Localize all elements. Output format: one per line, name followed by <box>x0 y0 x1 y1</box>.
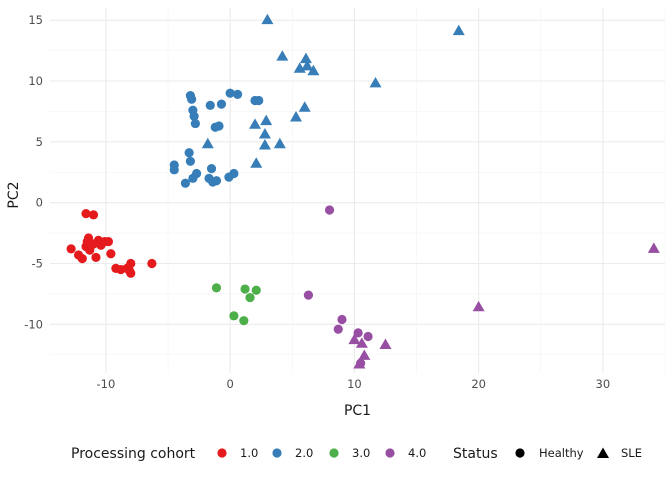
x-tick-label: -10 <box>97 377 116 391</box>
data-point-sle <box>298 101 311 112</box>
shape-legend-title: Status <box>453 446 498 462</box>
data-points <box>66 13 660 369</box>
legend: Processing cohort 1.0 2.0 3.0 4.0 Status He… <box>71 446 642 462</box>
data-point-healthy <box>353 328 363 338</box>
data-point-healthy <box>77 254 87 264</box>
y-tick-labels: -10 -5 0 5 10 15 <box>24 13 43 331</box>
legend-label-cohort: 3.0 <box>352 446 370 460</box>
data-point-healthy <box>185 156 195 166</box>
legend-label-cohort: 2.0 <box>295 446 313 460</box>
data-point-sle <box>353 358 366 369</box>
data-point-sle <box>250 157 263 168</box>
data-point-healthy <box>240 284 250 294</box>
data-point-sle <box>201 137 214 149</box>
data-point-healthy <box>88 210 99 220</box>
data-point-healthy <box>254 95 264 106</box>
data-point-sle <box>290 111 302 122</box>
data-point-sle <box>258 139 271 150</box>
x-axis-title: PC1 <box>344 403 371 419</box>
data-point-healthy <box>303 290 314 300</box>
data-point-healthy <box>233 89 243 99</box>
x-tick-labels: -10 0 10 20 30 <box>97 377 611 391</box>
data-point-healthy <box>205 100 215 110</box>
data-point-sle <box>647 242 660 253</box>
y-tick-label: -5 <box>32 257 43 271</box>
x-tick-label: 10 <box>347 377 362 391</box>
x-tick-label: 30 <box>596 377 611 391</box>
minor-gridlines <box>50 8 666 373</box>
legend-label-cohort: 1.0 <box>240 446 258 460</box>
data-point-healthy <box>83 233 94 243</box>
data-point-sle <box>452 24 465 36</box>
legend-key-cohort <box>272 448 282 458</box>
x-tick-label: 0 <box>226 377 233 391</box>
data-point-healthy <box>192 168 202 179</box>
color-legend-entries: 1.0 2.0 3.0 4.0 <box>217 446 426 460</box>
major-gridlines <box>50 8 665 373</box>
data-point-sle <box>472 300 485 312</box>
data-point-healthy <box>169 165 179 175</box>
data-point-healthy <box>363 331 373 342</box>
y-axis-title: PC2 <box>6 181 22 208</box>
data-point-healthy <box>190 118 200 129</box>
data-point-sle <box>358 349 371 360</box>
legend-key-healthy <box>515 448 525 458</box>
legend-key-cohort <box>385 448 395 458</box>
data-point-sle <box>307 64 320 76</box>
data-point-healthy <box>337 314 347 325</box>
data-point-healthy <box>216 99 227 109</box>
data-point-healthy <box>180 178 191 188</box>
legend-key-sle <box>597 447 609 458</box>
data-point-healthy <box>333 324 343 334</box>
data-point-sle <box>258 128 271 139</box>
data-point-sle <box>369 76 382 88</box>
data-point-sle <box>276 50 289 61</box>
data-point-sle <box>249 118 261 129</box>
data-point-healthy <box>187 94 197 104</box>
data-point-sle <box>273 137 286 149</box>
data-point-healthy <box>66 244 76 254</box>
data-point-healthy <box>189 111 199 121</box>
y-tick-label: 10 <box>28 74 43 88</box>
data-point-healthy <box>184 148 194 158</box>
data-point-sle <box>301 59 314 71</box>
data-point-sle <box>348 333 361 345</box>
data-point-healthy <box>126 268 136 278</box>
data-point-healthy <box>225 88 235 98</box>
data-point-healthy <box>229 168 239 179</box>
y-tick-label: -10 <box>24 317 43 331</box>
legend-label-cohort: 4.0 <box>408 446 426 460</box>
data-point-healthy <box>147 258 157 269</box>
data-point-healthy <box>81 209 91 219</box>
data-point-healthy <box>229 311 239 321</box>
legend-key-cohort <box>217 448 227 458</box>
color-legend-title: Processing cohort <box>71 446 196 462</box>
data-point-healthy <box>211 176 222 186</box>
legend-key-cohort <box>329 448 339 458</box>
data-point-healthy <box>211 283 222 293</box>
data-point-healthy <box>91 252 101 263</box>
data-point-sle <box>379 338 392 349</box>
data-point-healthy <box>103 237 113 247</box>
data-point-healthy <box>206 164 217 174</box>
data-point-healthy <box>324 205 335 215</box>
data-point-healthy <box>245 292 255 303</box>
data-point-healthy <box>251 285 261 295</box>
data-point-healthy <box>239 316 249 326</box>
x-tick-label: 20 <box>471 377 486 391</box>
shape-legend-entries: Healthy SLE <box>515 446 642 460</box>
data-point-sle <box>260 114 273 126</box>
data-point-healthy <box>214 121 224 131</box>
data-point-sle <box>355 337 368 348</box>
data-point-healthy <box>106 249 116 259</box>
data-point-sle <box>299 52 312 64</box>
data-point-healthy <box>126 258 136 269</box>
legend-label-status: Healthy <box>539 446 584 460</box>
y-tick-label: 5 <box>36 135 43 149</box>
y-tick-label: 15 <box>28 13 43 27</box>
y-tick-label: 0 <box>36 196 43 210</box>
legend-label-status: SLE <box>621 446 642 460</box>
data-point-sle <box>261 13 274 25</box>
